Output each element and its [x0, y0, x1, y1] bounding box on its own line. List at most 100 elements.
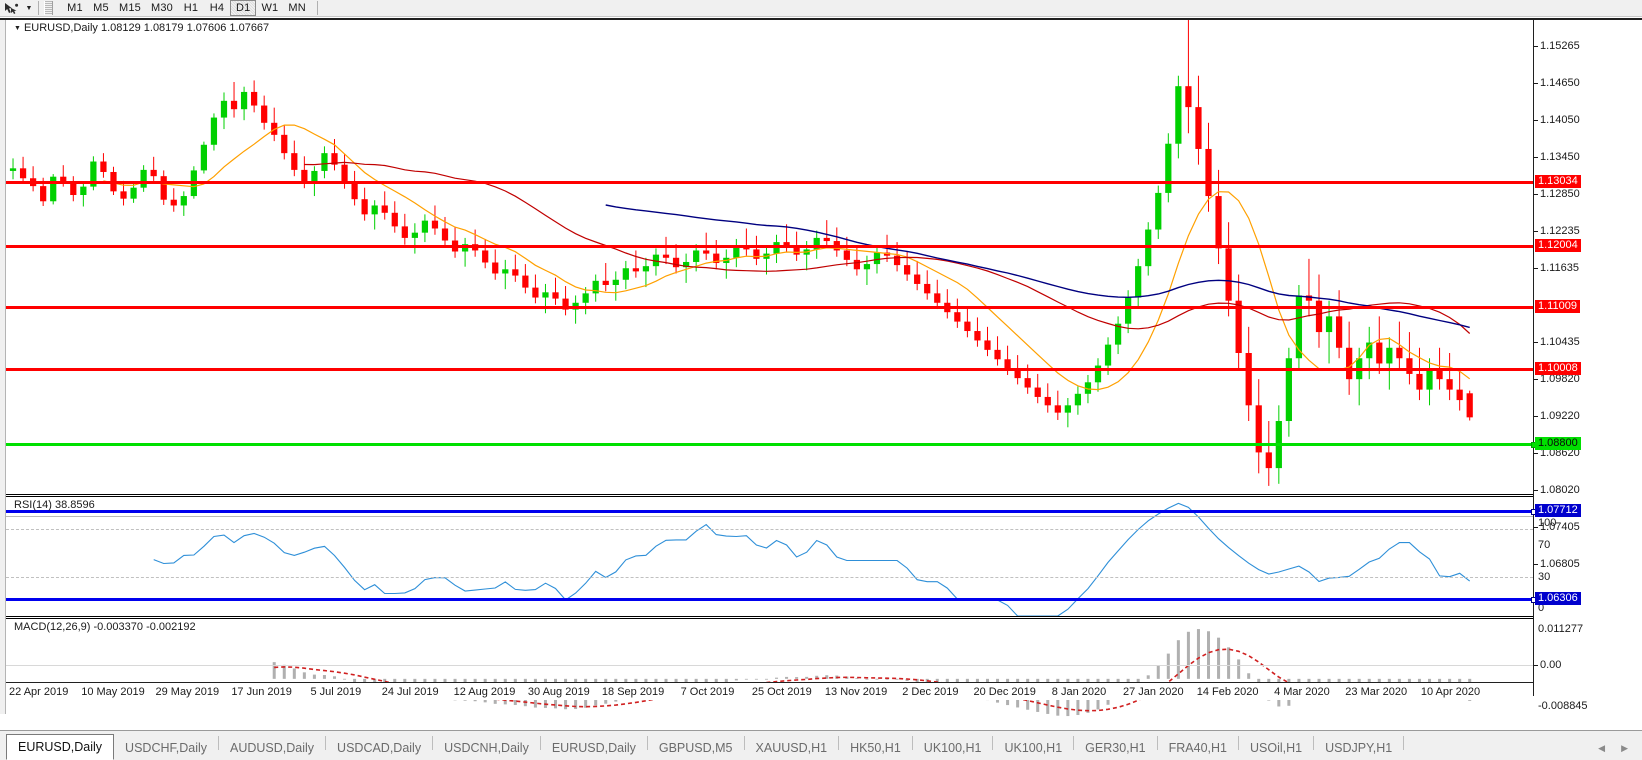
level-price-tag-blue[interactable]: 1.07712	[1535, 504, 1581, 517]
chevron-down-icon[interactable]: ▼	[25, 4, 33, 12]
date-tick-label: 23 Mar 2020	[1345, 686, 1408, 698]
date-tick-label: 17 Jun 2019	[231, 686, 292, 698]
toolbar-grip[interactable]	[44, 1, 53, 15]
tab-divider	[1156, 735, 1158, 750]
macd-label: MACD(12,26,9) -0.003370 -0.002192	[14, 621, 196, 633]
timeframe-m1[interactable]: M1	[67, 2, 83, 14]
rsi-pane[interactable]: RSI(14) 38.8596	[6, 498, 1533, 616]
date-tick-label: 10 May 2019	[81, 686, 145, 698]
level-price-tag-red[interactable]: 1.12004	[1535, 239, 1581, 252]
date-axis[interactable]: 22 Apr 2019 10 May 2019 29 May 2019 17 Jun …	[6, 682, 1533, 700]
candlestick-plot	[9, 20, 1473, 494]
toolbar-divider-2	[316, 1, 318, 15]
level-price-tag-green[interactable]: 1.08800	[1535, 437, 1581, 450]
rsi-macd-separator	[6, 616, 1533, 619]
tab-divider	[911, 735, 913, 750]
timeframe-m5[interactable]: M5	[93, 2, 109, 14]
rsi-guide-70	[6, 529, 1533, 530]
chart-frame: 1.15265 1.14650 1.14050 1.13450 1.12850 1.122…	[0, 18, 1642, 730]
price-axis[interactable]: 1.15265 1.14650 1.14050 1.13450 1.12850 1.122…	[1533, 20, 1642, 712]
tab-divider	[1237, 735, 1239, 750]
chart-header: ▼ EURUSD,Daily 1.08129 1.08179 1.07606 1.…	[9, 22, 269, 34]
tab-divider	[992, 735, 994, 750]
macd-plot	[272, 629, 1472, 717]
timeframe-h1[interactable]: H1	[183, 2, 199, 14]
chart-tab-ger30-h1[interactable]: GER30,H1	[1085, 741, 1146, 755]
macd-zero-line	[6, 665, 1533, 666]
date-tick-label: 4 Mar 2020	[1274, 686, 1330, 698]
level-price-tag-red[interactable]: 1.10008	[1535, 362, 1581, 375]
top-toolbar: ▼ M1 M5 M15 M30 H1 H4 D1 W1 MN	[0, 0, 1642, 17]
macd-pane[interactable]: MACD(12,26,9) -0.003370 -0.002192	[6, 620, 1533, 725]
date-tick-label: 8 Jan 2020	[1051, 686, 1107, 698]
toolbar-divider	[38, 1, 39, 15]
date-tick-label: 2 Dec 2019	[902, 686, 959, 698]
level-line-1.06306[interactable]	[6, 597, 1537, 603]
price-rsi-separator	[6, 494, 1533, 497]
timeframe-h4[interactable]: H4	[209, 2, 225, 14]
level-line-1.08800[interactable]	[6, 442, 1537, 448]
crosshair-cursor-icon[interactable]	[0, 0, 22, 16]
tab-divider	[432, 735, 434, 750]
chart-tab-gbpusd-m5[interactable]: GBPUSD,M5	[658, 741, 733, 755]
chart-tab-usdjpy-h1[interactable]: USDJPY,H1	[1325, 741, 1393, 755]
chart-tab-usdcad-daily[interactable]: USDCAD,Daily	[337, 741, 422, 755]
chart-tab-xauusd-h1[interactable]: XAUUSD,H1	[755, 741, 828, 755]
chart-tab-uk100-h1[interactable]: UK100,H1	[923, 741, 982, 755]
tab-divider	[218, 735, 219, 750]
date-tick-label: 25 Oct 2019	[751, 686, 812, 698]
price-pane[interactable]: ▼ EURUSD,Daily 1.08129 1.08179 1.07606 1.…	[6, 20, 1537, 603]
tab-divider	[1073, 735, 1075, 750]
chart-tab-eurusd-daily[interactable]: EURUSD,Daily	[551, 741, 636, 755]
chart-tab-usdchf-daily[interactable]: USDCHF,Daily	[125, 741, 207, 755]
timeframe-w1[interactable]: W1	[261, 2, 279, 14]
chart-tab-audusd-daily[interactable]: AUDUSD,Daily	[230, 741, 315, 755]
tab-divider	[838, 735, 840, 750]
rsi-guide-30	[6, 577, 1533, 578]
chart-tab-usdcnh-daily[interactable]: USDCNH,Daily	[444, 741, 529, 755]
date-tick-label: 12 Aug 2019	[453, 686, 516, 698]
rsi-plot	[6, 498, 1533, 616]
date-tick-label: 20 Dec 2019	[973, 686, 1036, 698]
level-price-tag-red[interactable]: 1.13034	[1535, 175, 1581, 188]
chart-tab-usoil-h1[interactable]: USOil,H1	[1249, 741, 1303, 755]
tab-divider	[646, 735, 648, 750]
level-line-grey	[6, 516, 1533, 517]
triangle-left-icon[interactable]: ◀	[1598, 743, 1606, 753]
timeframe-m15[interactable]: M15	[119, 2, 141, 14]
date-tick-label: 27 Jan 2020	[1123, 686, 1184, 698]
tab-divider	[325, 735, 327, 750]
date-tick-label: 24 Jul 2019	[381, 686, 439, 698]
level-line-1.12004[interactable]	[6, 245, 1533, 248]
triangle-right-icon[interactable]: ▶	[1621, 743, 1628, 753]
date-tick-label: 5 Jul 2019	[310, 686, 362, 698]
date-tick-label: 7 Oct 2019	[680, 686, 735, 698]
date-tick-label: 18 Sep 2019	[601, 686, 665, 698]
triangle-down-icon[interactable]: ▼	[14, 24, 21, 32]
level-price-tag-red[interactable]: 1.11009	[1535, 300, 1580, 313]
rsi-label: RSI(14) 38.8596	[14, 499, 95, 511]
date-tick-label: 13 Nov 2019	[824, 686, 888, 698]
tab-nav: ◀ ▶	[1598, 743, 1642, 760]
level-price-tag-blue[interactable]: 1.06306	[1535, 592, 1581, 605]
chart-header-text: EURUSD,Daily 1.08129 1.08179 1.07606 1.0…	[23, 22, 270, 34]
chart-tab-eurusd-daily[interactable]: EURUSD,Daily	[6, 734, 115, 760]
date-tick-label: 22 Apr 2019	[9, 686, 69, 698]
chart-tab-uk100-h1[interactable]: UK100,H1	[1004, 741, 1063, 755]
chart-tab-hk50-h1[interactable]: HK50,H1	[850, 741, 901, 755]
timeframe-m30[interactable]: M30	[151, 2, 173, 14]
date-tick-label: 29 May 2019	[155, 686, 220, 698]
tab-divider	[1403, 735, 1405, 750]
level-line-1.11009[interactable]	[6, 306, 1533, 309]
date-tick-label: 14 Feb 2020	[1196, 686, 1259, 698]
timeframe-d1[interactable]: D1	[230, 0, 257, 16]
tab-divider	[1313, 735, 1315, 750]
level-line-1.13034[interactable]	[6, 181, 1533, 184]
tab-divider	[539, 735, 541, 750]
timeframe-mn[interactable]: MN	[288, 2, 306, 14]
chart-tab-bar: EURUSD,Daily USDCHF,Daily AUDUSD,Daily USDC…	[0, 730, 1642, 760]
chart-tab-fra40-h1[interactable]: FRA40,H1	[1168, 741, 1227, 755]
level-line-1.07712[interactable]	[6, 509, 1537, 515]
level-line-1.10008[interactable]	[6, 368, 1533, 371]
